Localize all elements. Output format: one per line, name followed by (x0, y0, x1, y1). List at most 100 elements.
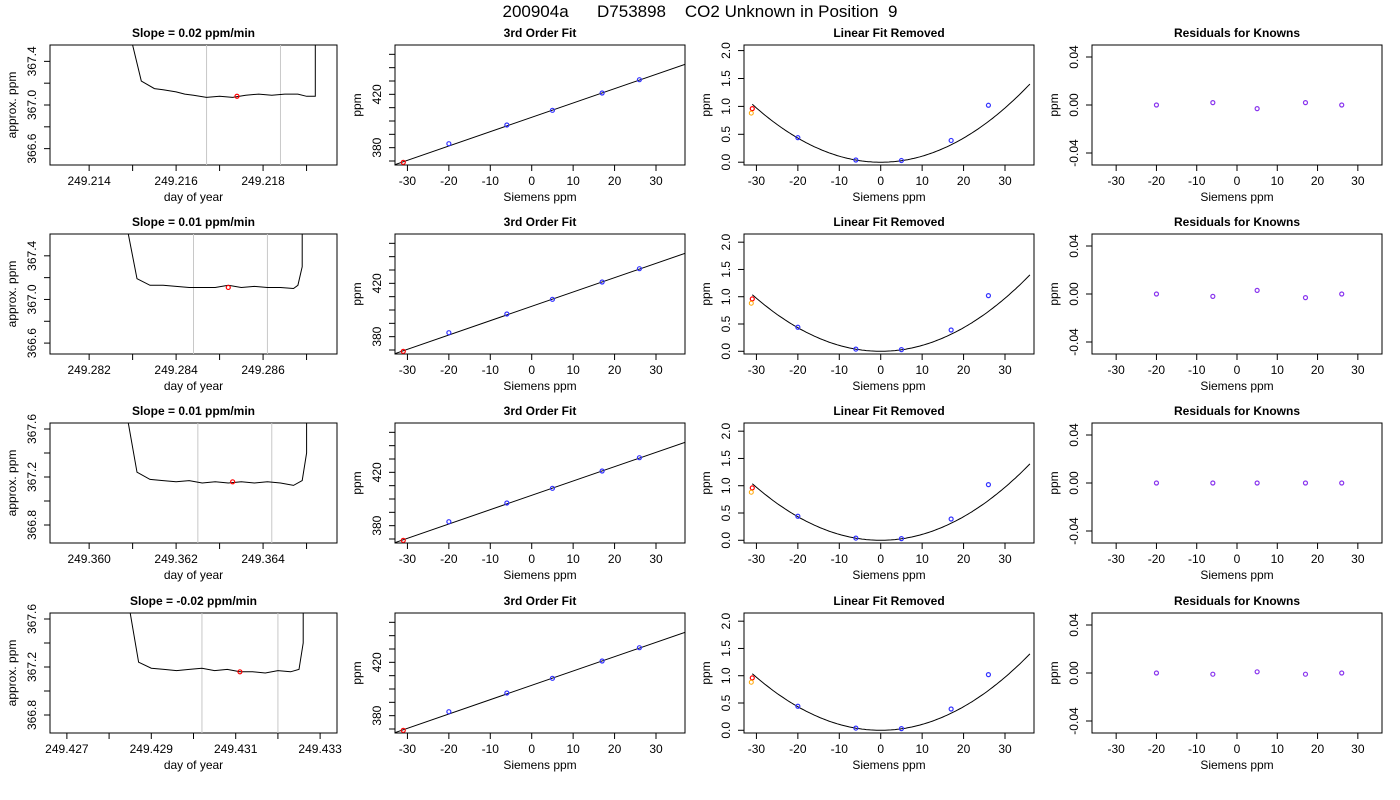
y-axis-label: ppm (350, 282, 364, 305)
x-tick-label: 30 (649, 363, 663, 377)
data-point (636, 77, 643, 83)
x-tick-label: 10 (915, 742, 929, 756)
plot-frame (1091, 44, 1383, 166)
x-tick-label: -10 (482, 363, 500, 377)
x-axis-label: Siemens ppm (852, 568, 925, 582)
y-tick-label: -0.04 (1067, 517, 1081, 545)
y-tick-label: 367.6 (25, 414, 39, 444)
panel-timeseries-row-1: Slope = 0.01 ppm/min 249.282 249.284 249.28… (5, 215, 338, 393)
plot-frame (1091, 422, 1383, 544)
x-tick-label: 30 (998, 552, 1012, 566)
x-tick-label: 10 (1271, 174, 1285, 188)
data-point (749, 675, 755, 681)
x-tick-label: 0 (528, 363, 535, 377)
y-tick-label: 1.0 (719, 98, 733, 115)
data-point (400, 537, 406, 543)
residual-point (1302, 671, 1309, 677)
plot-frame (743, 422, 1035, 544)
x-tick-label: 30 (998, 174, 1012, 188)
x-tick-label: -20 (789, 742, 807, 756)
y-tick-label: 0.0 (719, 532, 733, 549)
x-tick-label: 20 (608, 363, 622, 377)
x-tick-label: -20 (789, 174, 807, 188)
data-point (898, 347, 905, 353)
x-tick-label: -10 (1188, 174, 1206, 188)
x-tick-label: 249.433 (298, 742, 342, 756)
y-tick-label: 1.0 (719, 288, 733, 305)
data-point (898, 157, 905, 164)
panel-title: 3rd Order Fit (504, 404, 577, 418)
panel-fit-row-0: 3rd Order Fit -30 -20 -10 0 10 20 30 380 420 Sieme… (350, 26, 686, 204)
y-tick-label: 0.0 (719, 154, 733, 171)
data-point (898, 536, 905, 542)
x-tick-label: 30 (1351, 174, 1365, 188)
x-tick-label: 30 (649, 174, 663, 188)
y-tick-label: 0.00 (1067, 661, 1081, 685)
y-tick-label: -0.04 (1067, 328, 1081, 356)
x-axis-label: Siemens ppm (852, 379, 925, 393)
x-tick-label: -30 (399, 174, 417, 188)
x-tick-label: -20 (1148, 552, 1166, 566)
data-layer (748, 274, 1031, 353)
y-tick-label: 420 (370, 462, 384, 482)
plot-frame (743, 612, 1035, 734)
data-point (795, 513, 801, 519)
x-tick-label: 0 (1234, 742, 1241, 756)
x-tick-label: -20 (440, 552, 458, 566)
data-layer (1153, 480, 1345, 486)
data-point (749, 485, 755, 491)
y-tick-label: 367.4 (25, 240, 39, 270)
x-tick-label: 30 (1351, 552, 1365, 566)
data-layer (1153, 99, 1345, 112)
panel-title: Linear Fit Removed (833, 404, 944, 418)
data-point (985, 102, 992, 108)
x-tick-label: 10 (915, 552, 929, 566)
x-axis-label: Siemens ppm (1200, 568, 1273, 582)
residual-point (1153, 291, 1160, 297)
data-point (446, 709, 452, 715)
fit-line (395, 252, 685, 354)
residual-point (1254, 669, 1260, 675)
residual-point (1339, 102, 1345, 108)
data-point (446, 330, 452, 336)
data-point (636, 455, 643, 461)
x-tick-label: -30 (1107, 742, 1125, 756)
x-tick-label: 30 (1351, 363, 1365, 377)
panel-timeseries-row-3: Slope = -0.02 ppm/min 249.427 249.429 249.4… (5, 594, 342, 772)
y-axis-label: approx. ppm (5, 640, 19, 707)
data-point (504, 500, 510, 506)
data-point (948, 516, 954, 522)
x-tick-label: 249.360 (67, 552, 111, 566)
x-tick-label: 10 (566, 363, 580, 377)
plot-frame (743, 44, 1035, 166)
x-tick-label: 0 (528, 174, 535, 188)
y-axis-label: ppm (699, 282, 713, 305)
data-point (400, 159, 406, 165)
x-tick-label: -20 (1148, 742, 1166, 756)
y-tick-label: 0.5 (719, 126, 733, 143)
x-tick-label: -30 (1107, 174, 1125, 188)
plot-frame (1091, 233, 1383, 355)
y-tick-label: 2.0 (719, 423, 733, 440)
x-axis-label: Siemens ppm (1200, 190, 1273, 204)
panel-fit-row-1: 3rd Order Fit -30 -20 -10 0 10 20 30 380 420 Sieme… (350, 215, 686, 393)
quadratic-curve (751, 463, 1031, 541)
data-point (549, 675, 556, 681)
data-point (795, 324, 801, 330)
x-tick-label: 20 (1311, 363, 1325, 377)
residual-point (1254, 287, 1260, 293)
data-point (948, 327, 954, 333)
x-tick-label: -30 (1107, 363, 1125, 377)
x-axis-label: Siemens ppm (503, 568, 576, 582)
plot-frame (1091, 612, 1383, 734)
y-axis-label: approx. ppm (5, 261, 19, 328)
x-tick-label: 30 (649, 552, 663, 566)
x-tick-label: 20 (1311, 552, 1325, 566)
x-tick-label: 249.431 (214, 742, 258, 756)
y-tick-label: 1.0 (719, 477, 733, 494)
data-point (948, 706, 954, 712)
panel-removed-row-2: Linear Fit Removed -30 -20 -10 0 10 20 30 0.0 0.5… (699, 404, 1035, 582)
x-tick-label: -30 (748, 174, 766, 188)
x-tick-label: -30 (748, 363, 766, 377)
panel-title: Slope = 0.01 ppm/min (132, 215, 255, 229)
